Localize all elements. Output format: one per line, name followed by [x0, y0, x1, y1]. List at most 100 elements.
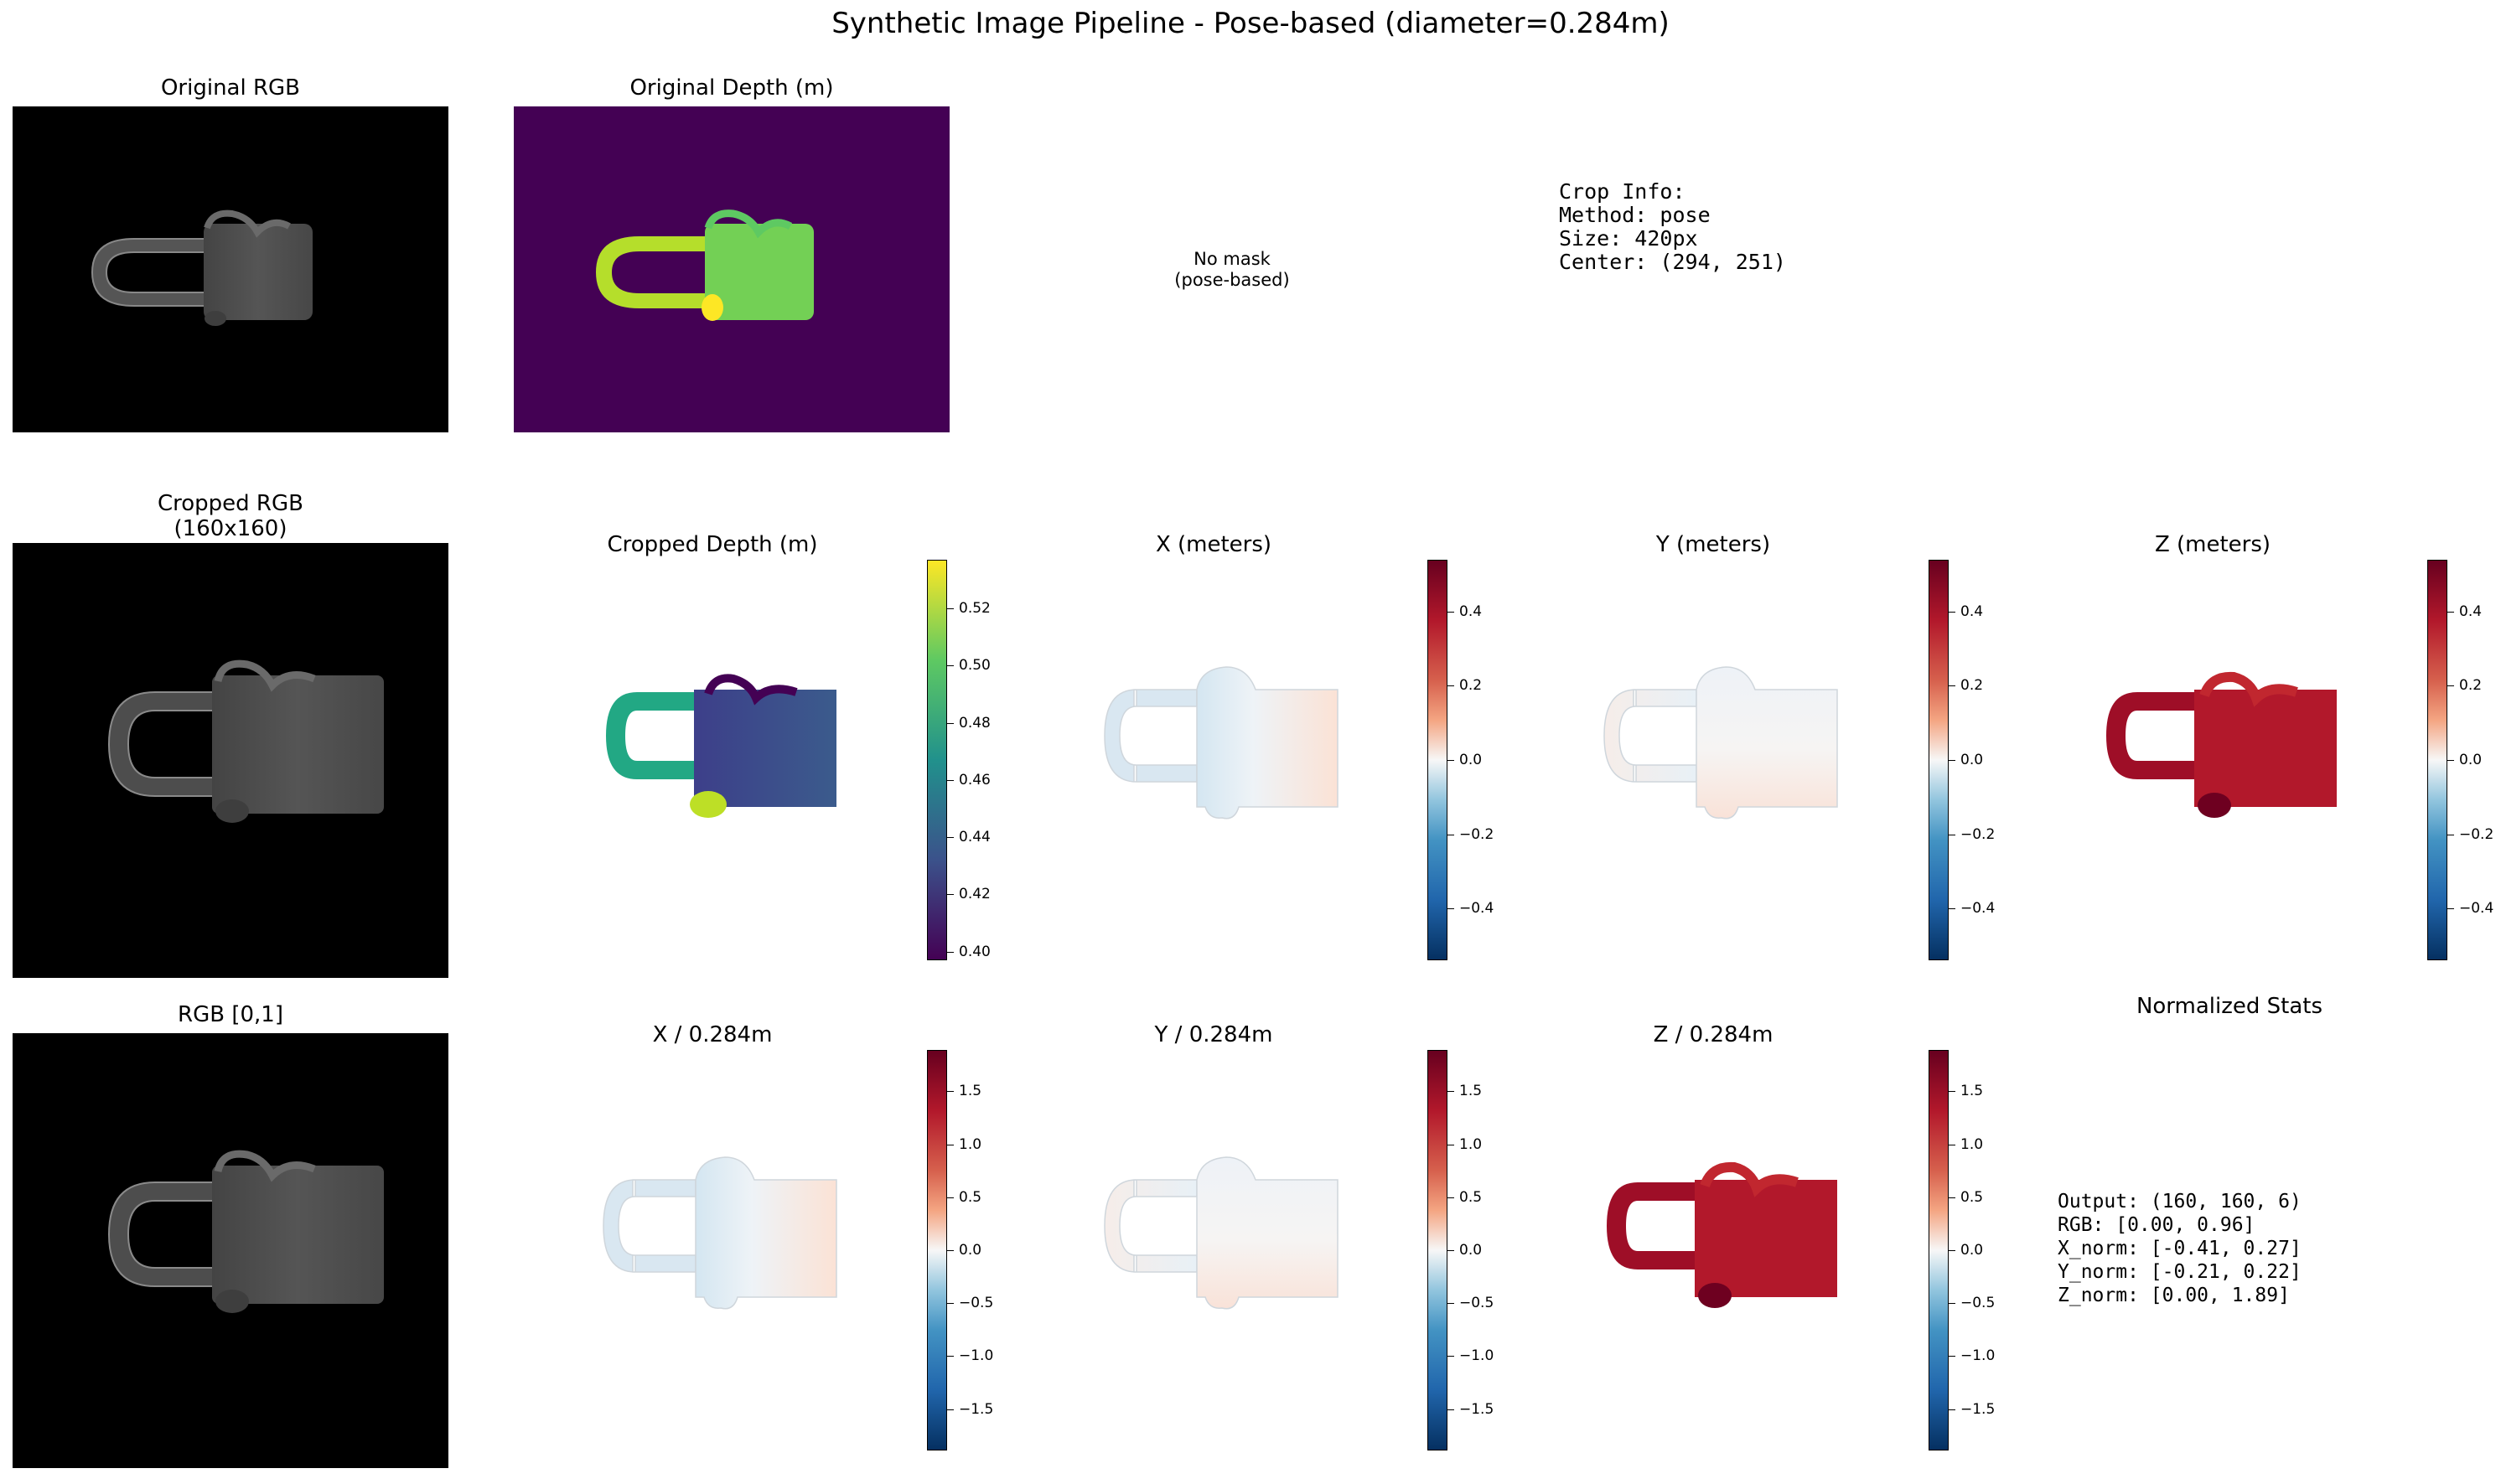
colorbar-tick-mark: [1447, 1409, 1454, 1410]
colorbar-tick-label: 0.5: [959, 1188, 982, 1206]
original-depth-title: Original Depth (m): [629, 75, 834, 101]
colorbar-tick-label: 0.50: [959, 657, 991, 675]
colorbar-tick-mark: [1447, 1250, 1454, 1251]
colorbar-tick-mark: [947, 951, 954, 953]
colorbar-tick-label: −0.2: [1459, 825, 1494, 843]
colorbar-tick-label: 0.0: [1459, 1242, 1483, 1259]
stats-title: Normalized Stats: [2136, 994, 2323, 1019]
original-rgb-title: Original RGB: [160, 75, 301, 101]
colorbar-tick-mark: [1447, 1356, 1454, 1357]
colorbar-tick-label: −0.2: [1960, 825, 1996, 843]
colorbar-tick-mark: [2447, 685, 2454, 687]
z-norm-image: [1495, 1042, 1931, 1477]
colorbar-tick-label: −0.4: [2459, 900, 2494, 918]
z-meters-image: [1995, 551, 2431, 987]
cropped-depth-image: [495, 551, 930, 987]
x-meters-image: [996, 551, 1432, 987]
colorbar-tick-label: −0.5: [959, 1295, 994, 1312]
colorbar-tick-mark: [1447, 611, 1454, 613]
colorbar-tick-mark: [1949, 685, 1955, 687]
colorbar-tick-mark: [947, 894, 954, 896]
y-meters-title: Y (meters): [1655, 532, 1771, 557]
x-norm-image: [495, 1042, 930, 1477]
colorbar-tick-mark: [2447, 908, 2454, 910]
cropped-depth-colorbar: [927, 560, 947, 960]
stats-text: Output: (160, 160, 6) RGB: [0.00, 0.96] …: [2058, 1191, 2302, 1306]
z-meters-colorbar: [2427, 560, 2447, 960]
x-norm-colorbar: [927, 1050, 947, 1450]
y-meters-image: [1495, 551, 1931, 987]
cropped-rgb-image: [13, 543, 448, 978]
colorbar-tick-label: 1.0: [1459, 1135, 1483, 1153]
rgb01-title: RGB [0,1]: [178, 1002, 283, 1027]
colorbar-tick-label: −0.5: [1960, 1295, 1996, 1312]
colorbar-tick-label: 0.4: [2459, 602, 2483, 620]
colorbar-tick-mark: [947, 722, 954, 724]
colorbar-tick-label: 0.4: [1459, 602, 1483, 620]
y-norm-title: Y / 0.284m: [1154, 1022, 1273, 1047]
x-norm-title: X / 0.284m: [652, 1022, 773, 1047]
colorbar-tick-mark: [947, 779, 954, 781]
colorbar-tick-label: 0.46: [959, 771, 991, 789]
colorbar-tick-label: 1.5: [1960, 1083, 1984, 1100]
colorbar-tick-mark: [947, 837, 954, 839]
no-mask-text: No mask (pose-based): [1174, 249, 1290, 290]
colorbar-tick-label: 0.0: [1960, 752, 1984, 768]
y-norm-colorbar: [1427, 1050, 1447, 1450]
colorbar-tick-mark: [1447, 908, 1454, 910]
colorbar-tick-label: −1.5: [959, 1400, 994, 1418]
cropped-depth-title: Cropped Depth (m): [607, 532, 818, 557]
colorbar-tick-mark: [947, 1356, 954, 1357]
colorbar-tick-label: −1.0: [1960, 1347, 1996, 1365]
y-meters-colorbar: [1929, 560, 1949, 960]
colorbar-tick-mark: [1447, 1091, 1454, 1093]
figure-title: Synthetic Image Pipeline - Pose-based (d…: [831, 7, 1670, 40]
colorbar-tick-mark: [1447, 1197, 1454, 1198]
colorbar-tick-label: 0.0: [1459, 752, 1483, 768]
colorbar-tick-mark: [947, 1250, 954, 1251]
colorbar-tick-label: 0.52: [959, 600, 991, 618]
colorbar-tick-mark: [1949, 1197, 1955, 1198]
colorbar-tick-label: 1.0: [1960, 1135, 1984, 1153]
colorbar-tick-mark: [2447, 611, 2454, 613]
colorbar-tick-mark: [1949, 1091, 1955, 1093]
colorbar-tick-label: 0.0: [2459, 752, 2483, 768]
colorbar-tick-label: −1.5: [1459, 1400, 1494, 1418]
colorbar-tick-label: −1.0: [959, 1347, 994, 1365]
colorbar-tick-label: 0.0: [959, 1242, 982, 1259]
colorbar-tick-mark: [947, 665, 954, 667]
colorbar-tick-mark: [1949, 1303, 1955, 1305]
colorbar-tick-mark: [947, 1409, 954, 1410]
colorbar-tick-label: 0.4: [1960, 602, 1984, 620]
colorbar-tick-mark: [947, 1303, 954, 1305]
colorbar-tick-label: 0.48: [959, 714, 991, 732]
crop-info-text: Crop Info: Method: pose Size: 420px Cent…: [1559, 179, 1786, 274]
colorbar-tick-label: 0.44: [959, 829, 991, 846]
colorbar-tick-label: 0.42: [959, 886, 991, 903]
colorbar-tick-label: −0.5: [1459, 1295, 1494, 1312]
colorbar-tick-label: 0.40: [959, 943, 991, 960]
cropped-rgb-title: Cropped RGB (160x160): [157, 491, 303, 541]
colorbar-tick-label: 0.2: [1960, 677, 1984, 695]
colorbar-tick-label: −1.5: [1960, 1400, 1996, 1418]
colorbar-tick-label: 0.5: [1459, 1188, 1483, 1206]
colorbar-tick-mark: [2447, 760, 2454, 761]
colorbar-tick-mark: [1949, 1409, 1955, 1410]
colorbar-tick-mark: [1949, 1250, 1955, 1251]
colorbar-tick-label: 1.0: [959, 1135, 982, 1153]
colorbar-tick-label: 0.0: [1960, 1242, 1984, 1259]
original-rgb-image: [13, 106, 448, 432]
colorbar-tick-label: −1.0: [1459, 1347, 1494, 1365]
colorbar-tick-mark: [947, 608, 954, 610]
colorbar-tick-mark: [1949, 611, 1955, 613]
z-norm-colorbar: [1929, 1050, 1949, 1450]
colorbar-tick-label: 0.2: [1459, 677, 1483, 695]
colorbar-tick-mark: [1447, 685, 1454, 687]
rgb01-image: [13, 1033, 448, 1468]
colorbar-tick-mark: [947, 1091, 954, 1093]
original-depth-image: [514, 106, 950, 432]
colorbar-tick-label: −0.4: [1459, 900, 1494, 918]
x-meters-colorbar: [1427, 560, 1447, 960]
colorbar-tick-label: 0.2: [2459, 677, 2483, 695]
colorbar-tick-mark: [1949, 908, 1955, 910]
